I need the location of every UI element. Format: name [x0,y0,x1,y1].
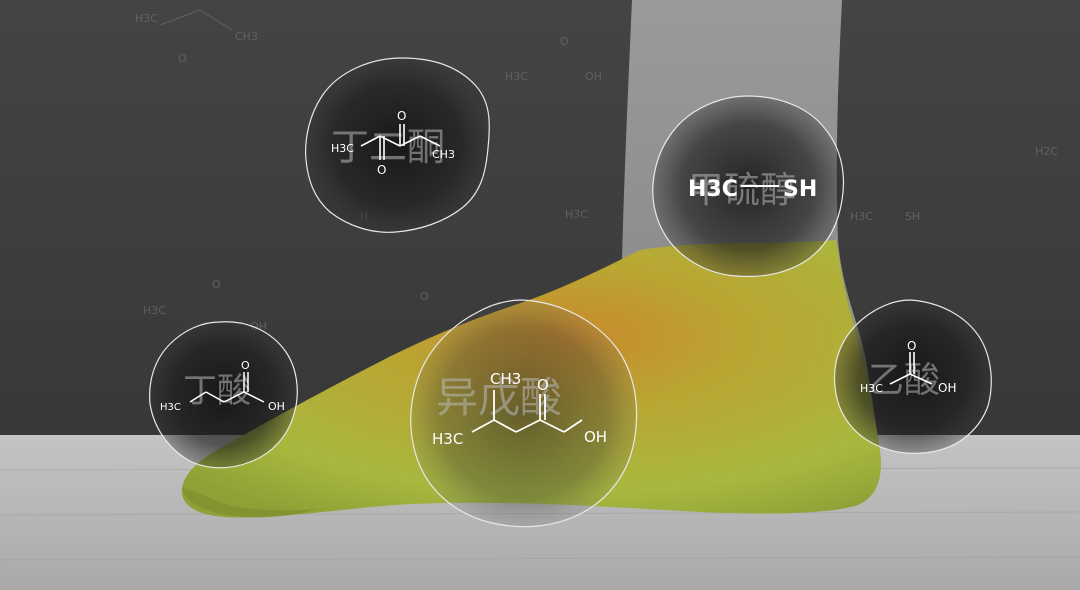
svg-text:O: O [560,35,569,48]
label-oh: OH [268,400,285,413]
compound-name-cn: 乙酸 [868,360,940,401]
bubble-isovaleric-acid: 异戊酸 CH3 O H3C OH [410,299,638,528]
label-right: SH [783,177,817,202]
label-oh: OH [584,428,607,446]
label-o-top: O [537,376,549,394]
svg-text:H2C: H2C [1035,145,1058,158]
compound-name-cn: 异戊酸 [436,373,562,422]
label-o-bottom: O [377,163,386,177]
compound-name-cn: 丁二酮 [331,125,445,169]
label-left: H3C [688,177,738,202]
svg-text:OH: OH [585,70,602,83]
bubble-outline [410,299,638,528]
svg-text:SH: SH [905,210,920,223]
label-o-top: O [241,359,250,372]
compound-name-cn: 甲硫醇 [688,170,796,211]
svg-text:H3C: H3C [565,208,588,221]
svg-text:O: O [178,52,187,65]
label-oh: OH [938,381,956,395]
label-left: H3C [860,382,883,395]
toes-shadow [182,488,320,518]
bubble-methanethiol: 甲硫醇 H3C SH [652,95,845,278]
svg-text:O: O [212,278,221,291]
label-right: CH3 [432,148,455,161]
svg-text:H3C: H3C [850,210,873,223]
label-top: CH3 [490,370,521,388]
bubble-outline [833,299,992,454]
label-left: H3C [432,430,463,448]
label-o-top: O [397,109,406,123]
bubble-acetic-acid: 乙酸 O H3C OH [833,299,992,454]
svg-text:O: O [420,290,429,303]
svg-text:H3C: H3C [135,12,158,25]
bubble-outline [149,321,298,469]
svg-text:H3C: H3C [143,304,166,317]
compound-name-cn: 丁酸 [183,371,251,411]
label-left: H3C [331,142,354,155]
svg-text:H3C: H3C [505,70,528,83]
bubble-butanedione: 丁二酮 O O H3C CH3 [305,57,490,233]
label-o-top: O [907,339,916,353]
svg-text:CH3: CH3 [235,30,258,43]
label-left: H3C [160,402,181,413]
bubble-butyric-acid: 丁酸 O H3C OH [149,321,298,469]
